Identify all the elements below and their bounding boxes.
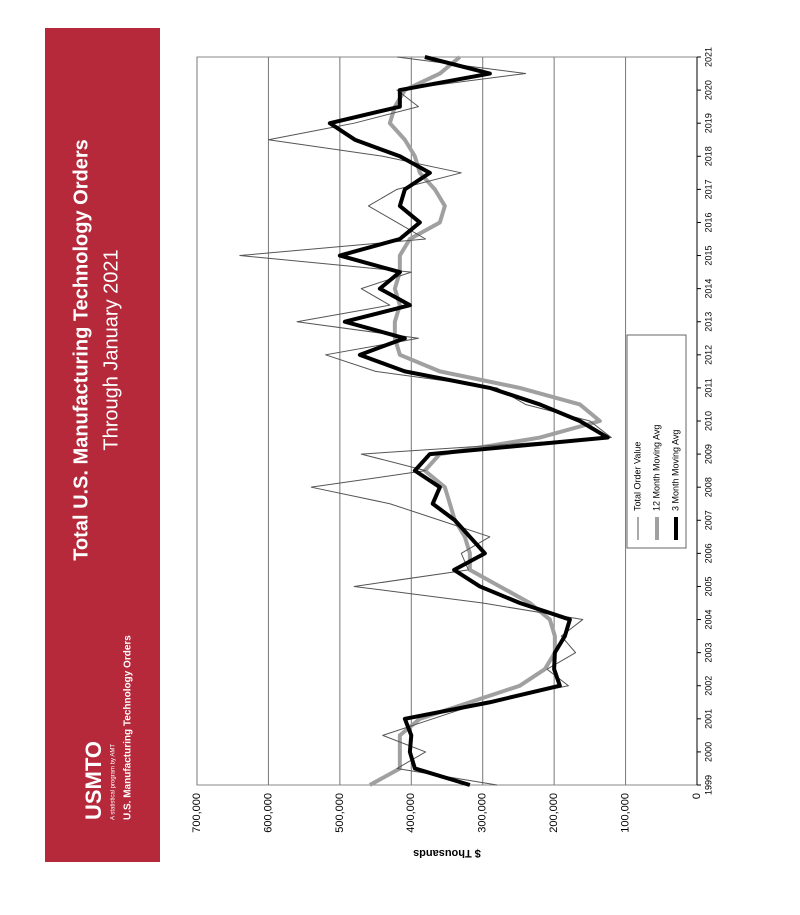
logo: USMTO bbox=[81, 741, 106, 820]
x-tick-label: 2010 bbox=[703, 411, 713, 431]
x-tick-label: 2014 bbox=[703, 279, 713, 299]
legend-box bbox=[626, 334, 687, 549]
plot-frame bbox=[196, 56, 698, 786]
x-tick-label: 2011 bbox=[703, 378, 713, 397]
x-tick-label: 2000 bbox=[703, 742, 713, 762]
y-tick-label: 100,000 bbox=[619, 793, 631, 833]
y-tick-label: 600,000 bbox=[262, 793, 274, 833]
chart-title: Total U.S. Manufacturing Technology Orde… bbox=[70, 139, 92, 561]
x-tick-label: 1999 bbox=[703, 775, 713, 795]
x-tick-label: 2018 bbox=[703, 146, 713, 166]
y-tick-label: 400,000 bbox=[405, 793, 417, 833]
series-line bbox=[368, 55, 602, 787]
x-tick-label: 2005 bbox=[703, 576, 713, 596]
x-tick-label: 2013 bbox=[703, 312, 713, 332]
y-tick-label: 200,000 bbox=[548, 793, 560, 833]
y-tick-label: 300,000 bbox=[477, 793, 489, 833]
x-tick-label: 2019 bbox=[703, 113, 713, 133]
legend-label: 12 Month Moving Avg bbox=[651, 425, 661, 511]
x-tick-label: 2006 bbox=[703, 543, 713, 563]
legend-label: 3 Month Moving Avg bbox=[670, 430, 680, 511]
x-tick-label: 2015 bbox=[703, 246, 713, 266]
program-name: U.S. Manufacturing Technology Orders bbox=[123, 635, 134, 820]
y-tick-label: 700,000 bbox=[191, 793, 203, 833]
x-tick-label: 2004 bbox=[703, 610, 713, 630]
series-line bbox=[239, 56, 612, 786]
chart-subtitle: Through January 2021 bbox=[100, 249, 122, 450]
y-tick-label: 0 bbox=[691, 793, 703, 799]
y-tick-label: 500,000 bbox=[334, 793, 346, 833]
tagline: A statistical program by AMT bbox=[111, 744, 117, 820]
x-tick-label: 2007 bbox=[703, 510, 713, 530]
x-tick-label: 2003 bbox=[703, 643, 713, 663]
x-tick-label: 2017 bbox=[703, 179, 713, 199]
y-axis-label: $ Thousands bbox=[413, 847, 481, 859]
x-tick-label: 2012 bbox=[703, 345, 713, 365]
x-tick-label: 2021 bbox=[703, 47, 713, 67]
x-tick-label: 2016 bbox=[703, 212, 713, 232]
rotated-slide: Total U.S. Manufacturing Technology Orde… bbox=[45, 28, 713, 862]
x-tick-label: 2009 bbox=[703, 444, 713, 464]
x-tick-label: 2002 bbox=[703, 676, 713, 696]
title-panel bbox=[45, 28, 160, 862]
legend-label: Total Order Value bbox=[632, 442, 642, 511]
x-tick-label: 2001 bbox=[703, 709, 713, 729]
x-tick-label: 2008 bbox=[703, 477, 713, 497]
x-tick-label: 2020 bbox=[703, 80, 713, 100]
series-line bbox=[327, 55, 610, 787]
